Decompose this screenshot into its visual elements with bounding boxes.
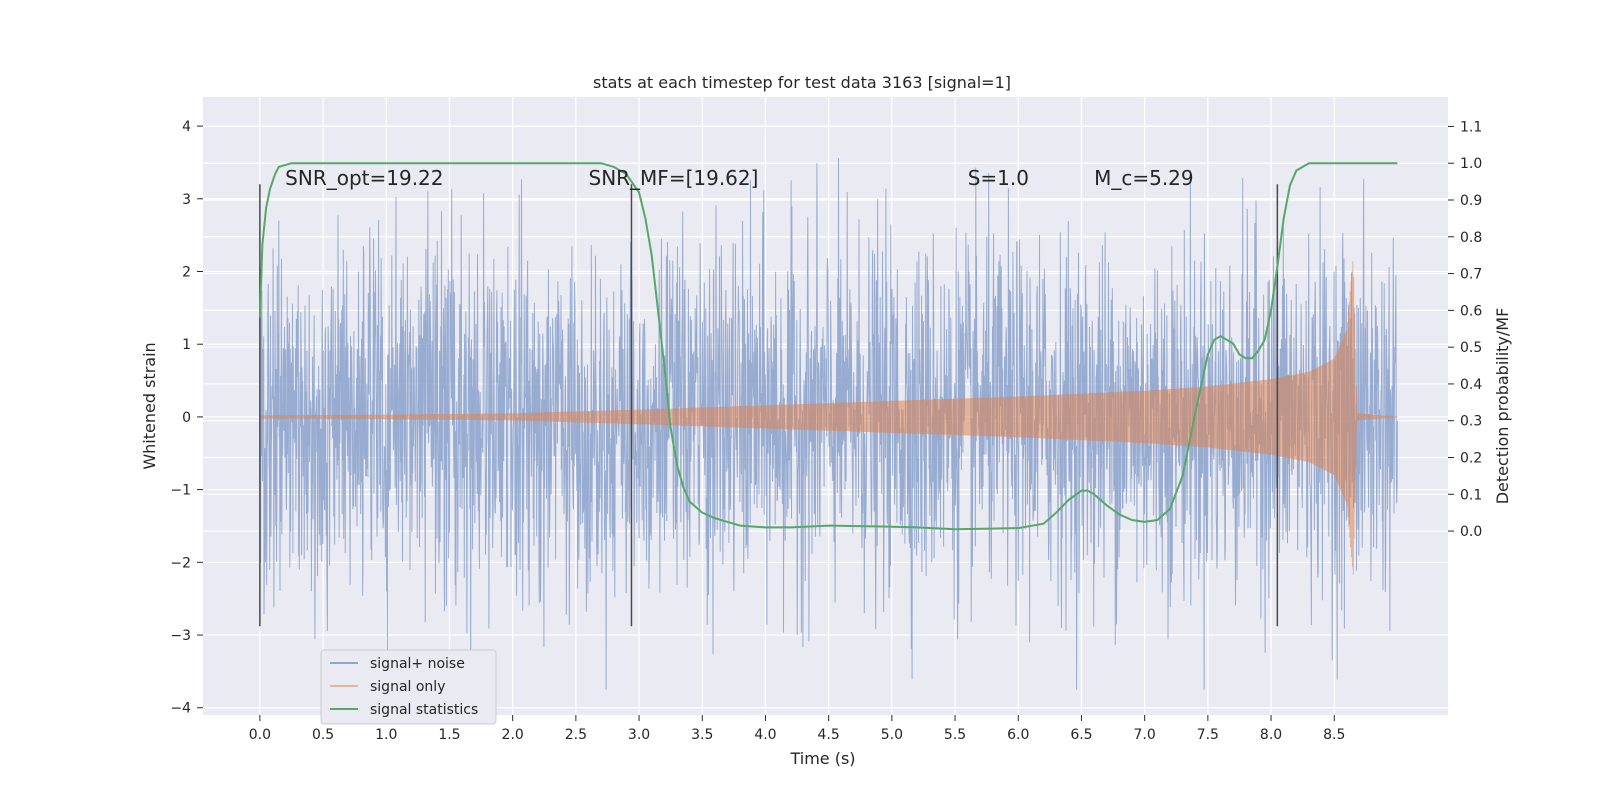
y-tick-label: −3 (170, 628, 191, 644)
x-tick-label: 5.5 (944, 727, 966, 743)
x-axis: 0.0 0.5 1.0 1.5 2.0 2.5 3.0 3.5 4.0 4.5 5.0 5.5 6.0 6… (249, 715, 1345, 743)
chart-title: stats at each timestep for test data 316… (593, 73, 1011, 92)
x-tick-label: 6.5 (1070, 727, 1092, 743)
annotation: SNR_MF=[19.62] (589, 166, 759, 190)
annotations: SNR_opt=19.22 SNR_MF=[19.62] S=1.0 M_c=5.29 (285, 166, 1193, 190)
y-axis-label: Whitened strain (140, 342, 159, 469)
x-tick-label: 1.0 (375, 727, 397, 743)
x-tick-label: 7.0 (1134, 727, 1156, 743)
x-tick-label: 4.5 (818, 727, 840, 743)
y2-axis-label: Detection probability/MF (1493, 308, 1512, 505)
annotation: S=1.0 (968, 166, 1029, 190)
x-tick-label: 8.5 (1323, 727, 1345, 743)
x-tick-label: 0.0 (249, 727, 271, 743)
legend: signal+ noise signal only signal statist… (320, 649, 497, 725)
y-axis: 4 3 2 1 0 −1 −2 −3 −4 (170, 119, 203, 717)
stats-line (258, 162, 1398, 531)
y-tick-label: 2 (182, 264, 191, 280)
y2-tick-label: 0.9 (1460, 193, 1482, 209)
y-tick-label: −4 (170, 701, 191, 717)
x-tick-label: 1.5 (438, 727, 460, 743)
x-tick-label: 3.0 (628, 727, 650, 743)
y-tick-label: −2 (170, 555, 191, 571)
legend-label-signal: signal only (370, 679, 445, 695)
vertical-markers (259, 184, 1279, 627)
y2-tick-label: 0.1 (1460, 487, 1482, 503)
x-axis-label: Time (s) (789, 749, 855, 768)
y2-tick-label: 1.0 (1460, 156, 1482, 172)
x-tick-label: 4.0 (754, 727, 776, 743)
y2-tick-label: 0.4 (1460, 377, 1482, 393)
y-tick-label: 1 (182, 337, 191, 353)
legend-label-noise: signal+ noise (370, 656, 465, 672)
y-tick-label: 4 (182, 119, 191, 135)
stats-series (258, 162, 1398, 531)
y-tick-label: −1 (170, 483, 191, 499)
signal-line (259, 261, 1398, 575)
signal-series (259, 261, 1398, 575)
x-tick-label: 6.0 (1007, 727, 1029, 743)
legend-box (320, 649, 497, 725)
x-tick-label: 5.0 (881, 727, 903, 743)
x-tick-label: 7.5 (1197, 727, 1219, 743)
x-tick-label: 0.5 (312, 727, 334, 743)
legend-label-stats: signal statistics (370, 702, 478, 718)
y2-tick-label: 0.6 (1460, 303, 1482, 319)
y2-tick-label: 1.1 (1460, 119, 1482, 135)
x-tick-label: 3.5 (691, 727, 713, 743)
x-tick-label: 2.0 (502, 727, 524, 743)
y2-axis: 1.1 1.0 0.9 0.8 0.7 0.6 0.5 0.4 0.3 0.2 0.1 0.0 (1448, 119, 1482, 540)
y-tick-label: 3 (182, 192, 191, 208)
x-tick-label: 2.5 (565, 727, 587, 743)
annotation: SNR_opt=19.22 (285, 166, 443, 190)
y2-tick-label: 0.7 (1460, 267, 1482, 283)
y2-tick-label: 0.2 (1460, 451, 1482, 467)
y2-tick-label: 0.8 (1460, 230, 1482, 246)
y2-tick-label: 0.0 (1460, 524, 1482, 540)
x-tick-label: 8.0 (1260, 727, 1282, 743)
annotation: M_c=5.29 (1094, 166, 1194, 190)
y2-tick-label: 0.5 (1460, 340, 1482, 356)
y-tick-label: 0 (182, 410, 191, 426)
y2-tick-label: 0.3 (1460, 414, 1482, 430)
